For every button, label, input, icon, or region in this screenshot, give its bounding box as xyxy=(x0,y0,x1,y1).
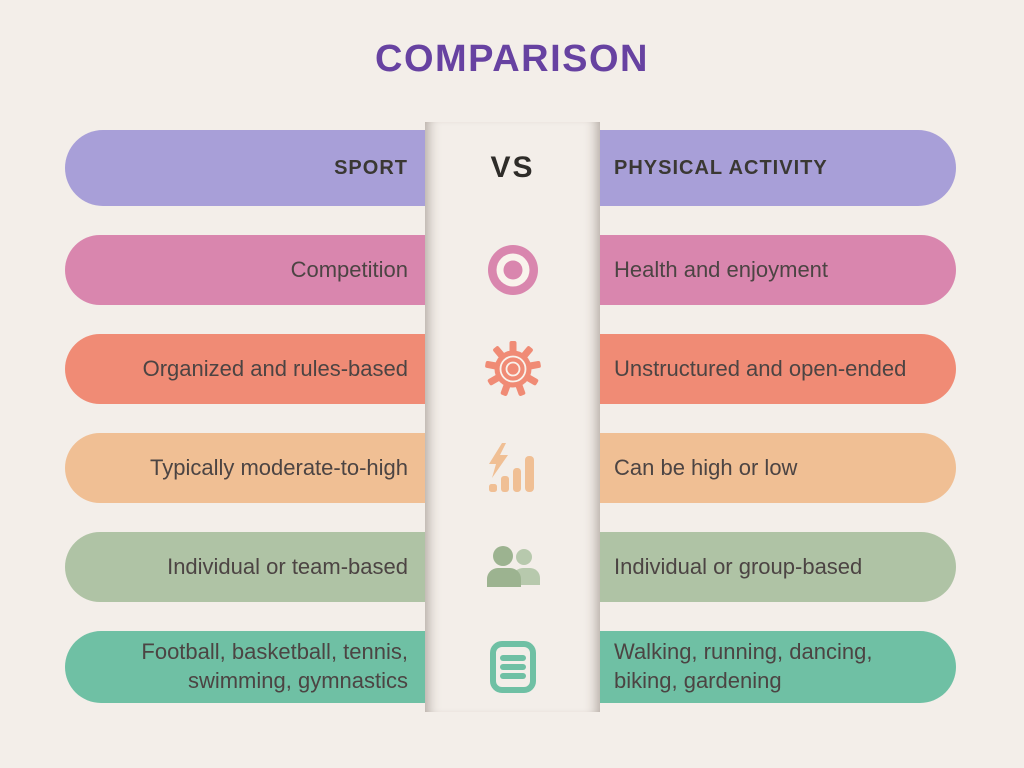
energy-bars-icon xyxy=(488,443,534,492)
activity-participation-text: Individual or group-based xyxy=(614,553,863,579)
gear-icon xyxy=(484,341,541,396)
activity-goal-pill: Health and enjoyment xyxy=(600,235,956,305)
goal-icon-cell xyxy=(425,235,600,305)
center-divider-strip xyxy=(425,122,600,712)
intensity-icon-cell xyxy=(425,433,600,503)
activity-examples-pill: Walking, running, dancing, biking, garde… xyxy=(600,631,956,703)
people-icon xyxy=(486,546,540,587)
sport-participation-text: Individual or team-based xyxy=(167,553,408,579)
activity-intensity-pill: Can be high or low xyxy=(600,433,956,503)
document-list-icon xyxy=(489,641,536,693)
sport-goal-text: Competition xyxy=(290,256,408,282)
sport-participation-pill: Individual or team-based xyxy=(65,532,425,602)
sport-header-label: SPORT xyxy=(334,156,408,179)
activity-intensity-text: Can be high or low xyxy=(614,454,798,480)
comparison-row-intensity: Typically moderate-to-high Can be high o… xyxy=(65,433,956,503)
physical-activity-header-pill: PHYSICAL ACTIVITY xyxy=(600,130,956,206)
activity-participation-pill: Individual or group-based xyxy=(600,532,956,602)
comparison-row-examples: Football, basketball, tennis, swimming, … xyxy=(65,631,956,703)
comparison-table: SPORT VS PHYSICAL ACTIVITY Competition xyxy=(65,130,956,703)
sport-structure-pill: Organized and rules-based xyxy=(65,334,425,404)
header-row: SPORT VS PHYSICAL ACTIVITY xyxy=(65,130,956,206)
comparison-row-structure: Organized and rules-based xyxy=(65,334,956,404)
sport-examples-text: Football, basketball, tennis, swimming, … xyxy=(141,639,408,693)
vs-label: VS xyxy=(490,151,535,184)
target-icon xyxy=(487,245,538,295)
page-title: COMPARISON xyxy=(375,38,649,80)
activity-goal-text: Health and enjoyment xyxy=(614,256,829,282)
participation-icon-cell xyxy=(425,532,600,602)
sport-structure-text: Organized and rules-based xyxy=(142,355,408,381)
sport-goal-pill: Competition xyxy=(65,235,425,305)
structure-icon-cell xyxy=(425,334,600,404)
vs-cell: VS xyxy=(425,130,600,206)
sport-intensity-pill: Typically moderate-to-high xyxy=(65,433,425,503)
physical-activity-header-label: PHYSICAL ACTIVITY xyxy=(614,156,828,179)
activity-structure-pill: Unstructured and open-ended xyxy=(600,334,956,404)
sport-intensity-text: Typically moderate-to-high xyxy=(149,454,408,480)
comparison-row-participation: Individual or team-based Individual or g… xyxy=(65,532,956,602)
activity-structure-text: Unstructured and open-ended xyxy=(614,355,907,381)
examples-icon-cell xyxy=(425,631,600,703)
sport-examples-pill: Football, basketball, tennis, swimming, … xyxy=(65,631,425,703)
comparison-row-goal: Competition Health and enjoyment xyxy=(65,235,956,305)
activity-examples-text: Walking, running, dancing, biking, garde… xyxy=(614,639,873,693)
sport-header-pill: SPORT xyxy=(65,130,425,206)
